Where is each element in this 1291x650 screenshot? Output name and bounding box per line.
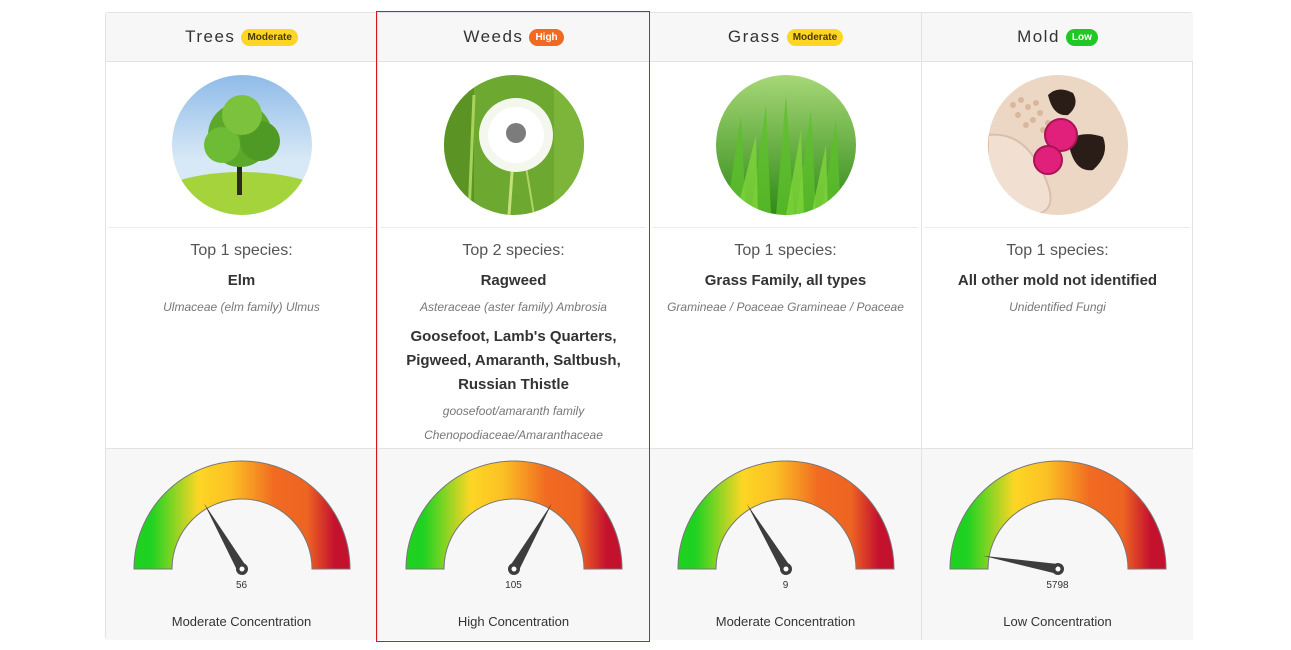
dandelion-photo: [443, 74, 584, 215]
species-latin-name: goosefoot/amaranth family Chenopodiaceae…: [424, 404, 603, 442]
level-badge: Low: [1065, 28, 1098, 46]
species-section: Top 2 species: Ragweed Asteraceae (aster…: [378, 228, 649, 448]
top-species-label: Top 2 species:: [462, 242, 565, 259]
category-image-row: [653, 62, 918, 228]
category-header: Weeds High: [378, 13, 649, 62]
species-latin-name: Ulmaceae (elm family) Ulmus: [163, 300, 320, 314]
species-section: Top 1 species: All other mold not identi…: [922, 228, 1193, 448]
top-species-label: Top 1 species:: [190, 242, 293, 259]
concentration-gauge: [949, 460, 1167, 575]
category-header: Grass Moderate: [650, 13, 921, 62]
gauge-section: 9 Moderate Concentration: [650, 448, 921, 640]
gauge-value: 105: [505, 580, 522, 591]
species-latin-name: Asteraceae (aster family) Ambrosia: [420, 300, 607, 314]
gauge-value: 56: [235, 580, 248, 591]
gauge-section: 5798 Low Concentration: [922, 448, 1193, 640]
category-column-grass: Grass Moderate Top 1 species: Grass Fami…: [649, 13, 921, 640]
top-species-label: Top 1 species:: [1006, 242, 1109, 259]
category-column-mold: Mold Low Top 1 species: All o: [921, 13, 1193, 640]
species-common-name: Goosefoot, Lamb's Quarters, Pigweed, Ama…: [406, 328, 621, 393]
gauge-value: 9: [782, 580, 789, 591]
category-image-row: [109, 62, 374, 228]
species-common-name: All other mold not identified: [957, 272, 1158, 289]
gauge-section: 56 Moderate Concentration: [106, 448, 377, 640]
gauge-section: 105 High Concentration: [378, 448, 649, 640]
category-image-row: [381, 62, 646, 228]
tree-photo: [171, 74, 312, 215]
top-species-label: Top 1 species:: [734, 242, 837, 259]
concentration-label: Moderate Concentration: [171, 614, 312, 629]
grass-photo: [715, 74, 856, 215]
category-name: Mold: [1017, 27, 1060, 46]
species-section: Top 1 species: Elm Ulmaceae (elm family)…: [106, 228, 377, 448]
category-header: Mold Low: [922, 13, 1193, 62]
mold-microscope-photo: [987, 74, 1128, 215]
gauge-value: 5798: [1046, 580, 1069, 591]
species-latin-name: Unidentified Fungi: [1009, 300, 1106, 314]
category-name: Weeds: [463, 27, 524, 46]
species-common-name: Elm: [227, 272, 256, 289]
concentration-gauge: [677, 460, 895, 575]
category-header: Trees Moderate: [106, 13, 377, 62]
species-section: Top 1 species: Grass Family, all types G…: [650, 228, 921, 448]
concentration-label: Low Concentration: [1003, 614, 1112, 629]
concentration-label: High Concentration: [457, 614, 570, 629]
concentration-gauge: [133, 460, 351, 575]
species-common-name: Grass Family, all types: [704, 272, 867, 289]
concentration-gauge: [405, 460, 623, 575]
level-badge: Moderate: [241, 28, 298, 46]
category-image-row: [925, 62, 1190, 228]
pollen-forecast-panel: Trees Moderate Top 1 species: Elm Ul: [105, 12, 1193, 640]
level-badge: Moderate: [786, 28, 844, 46]
concentration-label: Moderate Concentration: [715, 614, 856, 629]
category-name: Grass: [727, 27, 781, 46]
category-name: Trees: [185, 27, 236, 46]
species-common-name: Ragweed: [480, 272, 547, 289]
species-latin-name: Gramineae / Poaceae Gramineae / Poaceae: [667, 300, 904, 314]
category-column-weeds: Weeds High Top 2 species: Ragwe: [377, 13, 649, 640]
category-column-trees: Trees Moderate Top 1 species: Elm Ul: [106, 13, 377, 640]
level-badge: High: [529, 28, 564, 46]
